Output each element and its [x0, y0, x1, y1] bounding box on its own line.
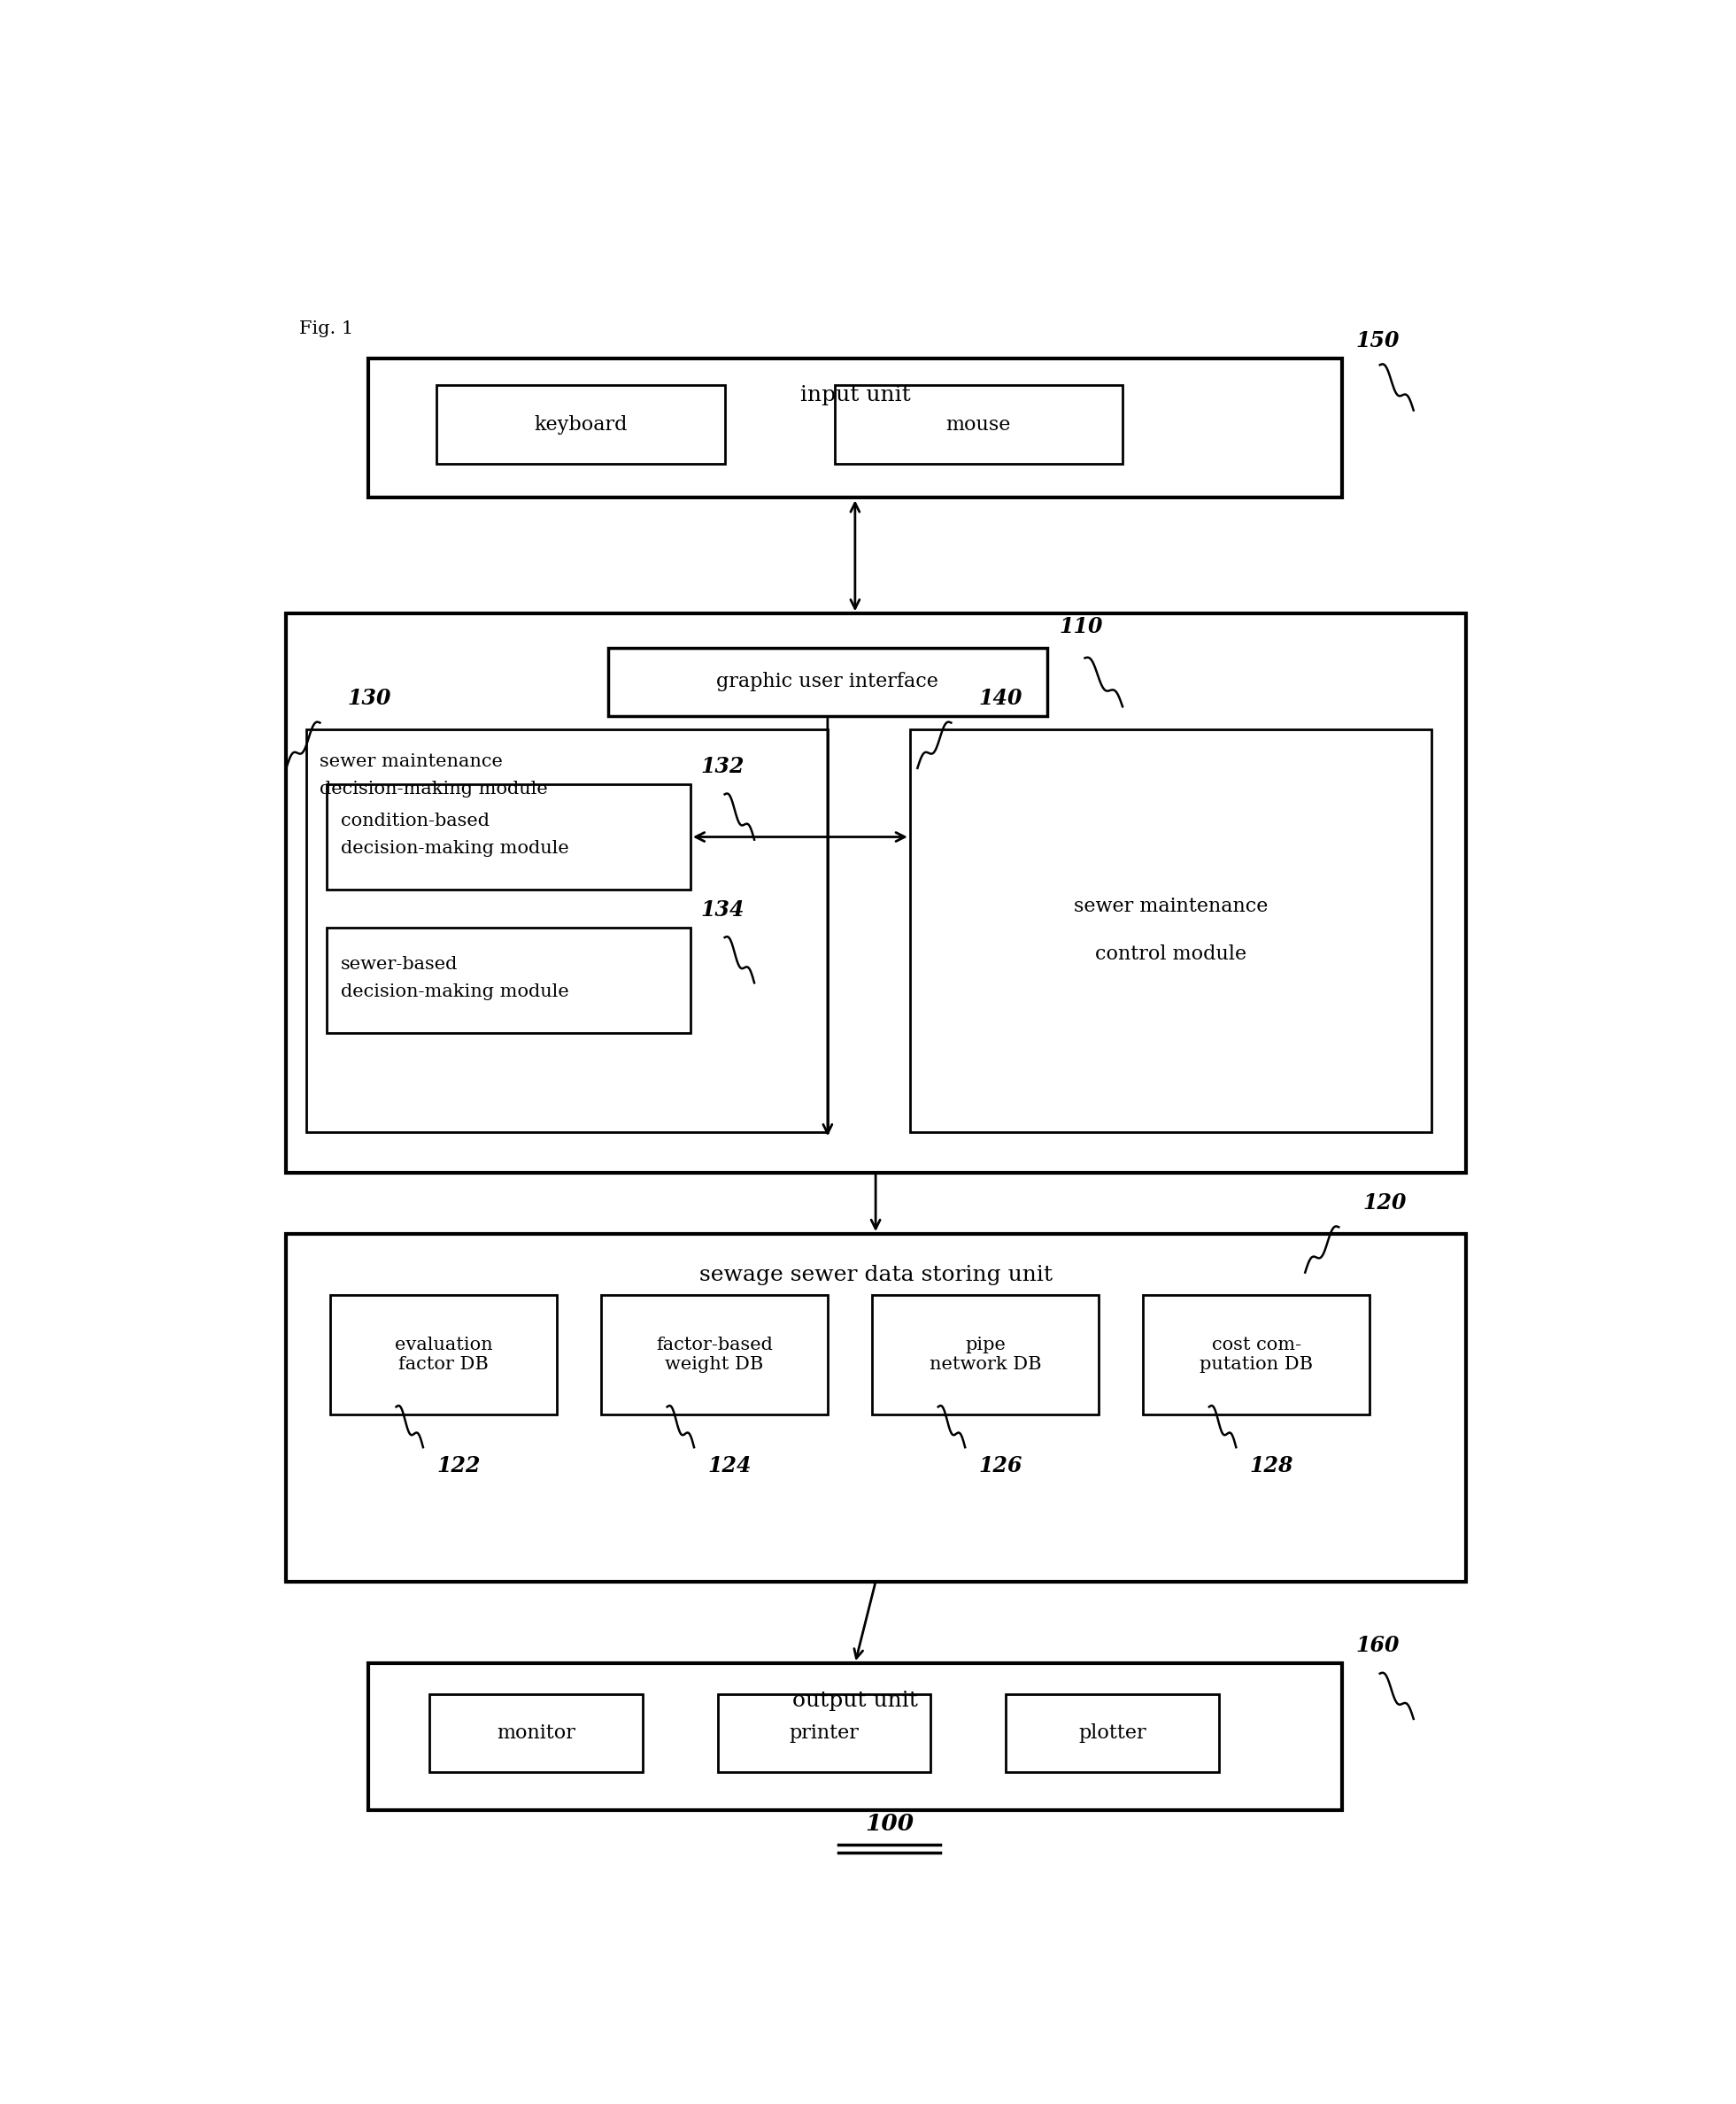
Text: 132: 132: [701, 755, 745, 776]
Text: 160: 160: [1356, 1635, 1399, 1656]
Bar: [306, 730, 828, 1132]
Bar: [871, 1296, 1099, 1414]
Text: pipe
network DB: pipe network DB: [929, 1336, 1042, 1374]
Text: decision-making module: decision-making module: [340, 839, 569, 856]
Bar: [368, 358, 1342, 499]
Text: 100: 100: [865, 1812, 913, 1835]
Text: 122: 122: [436, 1456, 481, 1477]
Text: graphic user interface: graphic user interface: [717, 671, 939, 692]
Text: 124: 124: [708, 1456, 752, 1477]
Bar: [431, 1694, 642, 1772]
Text: 134: 134: [701, 898, 745, 919]
Bar: [326, 928, 691, 1033]
Bar: [1144, 1296, 1370, 1414]
Text: sewer-based: sewer-based: [340, 955, 458, 972]
Bar: [286, 614, 1465, 1172]
Bar: [1005, 1694, 1219, 1772]
Text: control module: control module: [1095, 945, 1246, 964]
Text: decision-making module: decision-making module: [319, 781, 549, 797]
Bar: [368, 1664, 1342, 1809]
Text: sewer maintenance: sewer maintenance: [319, 753, 503, 770]
Text: output unit: output unit: [792, 1692, 918, 1711]
Text: decision-making module: decision-making module: [340, 983, 569, 999]
Text: sewage sewer data storing unit: sewage sewer data storing unit: [700, 1265, 1052, 1286]
Text: 110: 110: [1059, 616, 1104, 638]
Text: sewer maintenance: sewer maintenance: [1073, 896, 1267, 917]
Bar: [330, 1296, 557, 1414]
Text: cost com-
putation DB: cost com- putation DB: [1200, 1336, 1312, 1374]
Text: 128: 128: [1250, 1456, 1293, 1477]
Text: condition-based: condition-based: [340, 812, 490, 829]
Text: printer: printer: [790, 1723, 859, 1742]
Text: keyboard: keyboard: [535, 414, 627, 433]
Bar: [835, 385, 1123, 463]
Text: 150: 150: [1356, 330, 1399, 351]
Text: 120: 120: [1363, 1193, 1406, 1214]
Bar: [601, 1296, 828, 1414]
Text: Fig. 1: Fig. 1: [299, 320, 354, 337]
Bar: [326, 785, 691, 890]
Bar: [436, 385, 724, 463]
Text: factor-based
weight DB: factor-based weight DB: [656, 1336, 773, 1374]
Text: plotter: plotter: [1078, 1723, 1146, 1742]
Text: 130: 130: [347, 688, 391, 709]
Bar: [286, 1233, 1465, 1582]
Text: input unit: input unit: [800, 385, 910, 406]
Bar: [719, 1694, 930, 1772]
Text: evaluation
factor DB: evaluation factor DB: [394, 1336, 493, 1374]
Text: 140: 140: [979, 688, 1023, 709]
Text: monitor: monitor: [496, 1723, 575, 1742]
Text: 126: 126: [979, 1456, 1023, 1477]
Text: mouse: mouse: [946, 414, 1010, 433]
Bar: [910, 730, 1432, 1132]
Bar: [608, 648, 1047, 715]
